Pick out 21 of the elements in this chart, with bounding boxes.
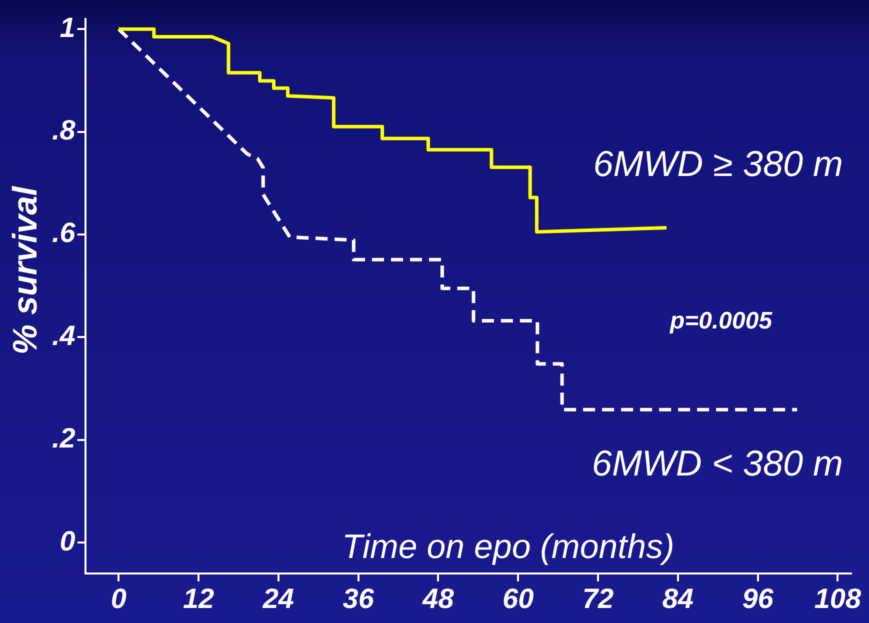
x-tick-label: 24: [262, 582, 294, 614]
x-tick-label: 0: [110, 582, 127, 614]
x-tick-label: 48: [422, 582, 454, 614]
x-tick-label: 108: [814, 582, 862, 614]
series-label: 6MWD < 380 m: [592, 442, 843, 484]
series-label: 6MWD ≥ 380 m: [593, 142, 843, 184]
x-tick-label: 72: [582, 582, 614, 614]
x-axis-title: Time on epo (months): [342, 528, 674, 566]
y-axis-title: % survival: [6, 186, 46, 354]
x-tick-label: 36: [342, 582, 374, 614]
y-tick-label: 0: [60, 525, 76, 556]
y-tick-label: .6: [52, 217, 76, 248]
x-tick-label: 60: [502, 582, 534, 614]
y-tick-label: .4: [52, 320, 76, 351]
x-tick-label: 12: [182, 582, 215, 614]
y-tick-label: .8: [52, 114, 76, 146]
x-tick-label: 96: [742, 582, 774, 614]
y-tick-label: 1: [60, 12, 76, 43]
x-tick-label: 84: [662, 582, 694, 614]
annotation: p=0.0005: [668, 307, 773, 334]
y-tick-label: .2: [52, 422, 76, 454]
